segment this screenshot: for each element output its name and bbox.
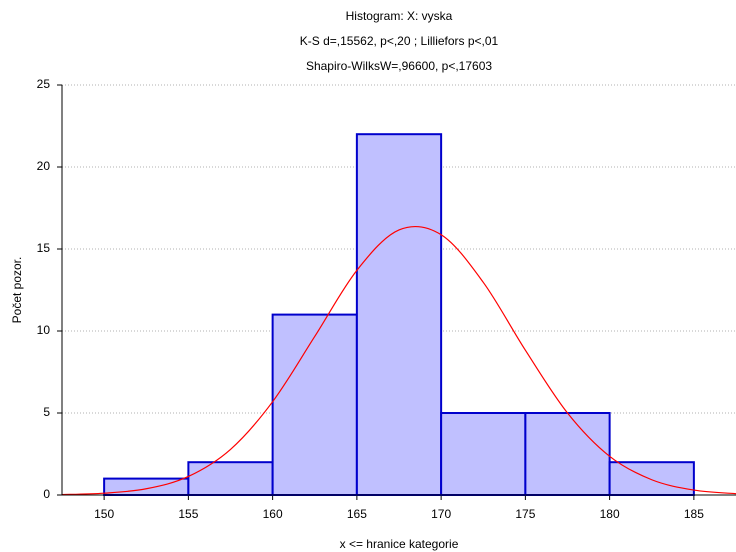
x-tick-label: 150 — [94, 507, 114, 521]
y-tick-label: 0 — [43, 487, 50, 501]
x-tick-label: 180 — [600, 507, 620, 521]
y-tick-label: 25 — [37, 77, 51, 91]
normal-curve — [61, 225, 736, 496]
y-tick-label: 10 — [37, 323, 51, 337]
x-tick-label: 175 — [515, 507, 535, 521]
bar — [524, 412, 611, 496]
y-axis-label: Počet pozor. — [10, 257, 24, 324]
chart-title: Histogram: X: vyska — [346, 9, 453, 23]
x-tick-label: 155 — [178, 507, 198, 521]
x-tick-label: 170 — [431, 507, 451, 521]
bar — [608, 461, 695, 497]
x-tick-label: 185 — [684, 507, 704, 521]
x-axis-label: x <= hranice kategorie — [340, 537, 459, 551]
bar — [440, 412, 527, 496]
x-tick-label: 165 — [347, 507, 367, 521]
y-tick-label: 5 — [43, 405, 50, 419]
bar — [355, 133, 443, 496]
x-tick-label: 160 — [263, 507, 283, 521]
bar — [187, 461, 274, 497]
bar — [271, 313, 358, 496]
chart-subtitle: K-S d=,15562, p<,20 ; Lilliefors p<,01 — [300, 34, 499, 48]
chart-subtitle: Shapiro-WilksW=,96600, p<,17603 — [306, 59, 492, 73]
y-tick-label: 20 — [37, 159, 51, 173]
y-tick-label: 15 — [37, 241, 51, 255]
